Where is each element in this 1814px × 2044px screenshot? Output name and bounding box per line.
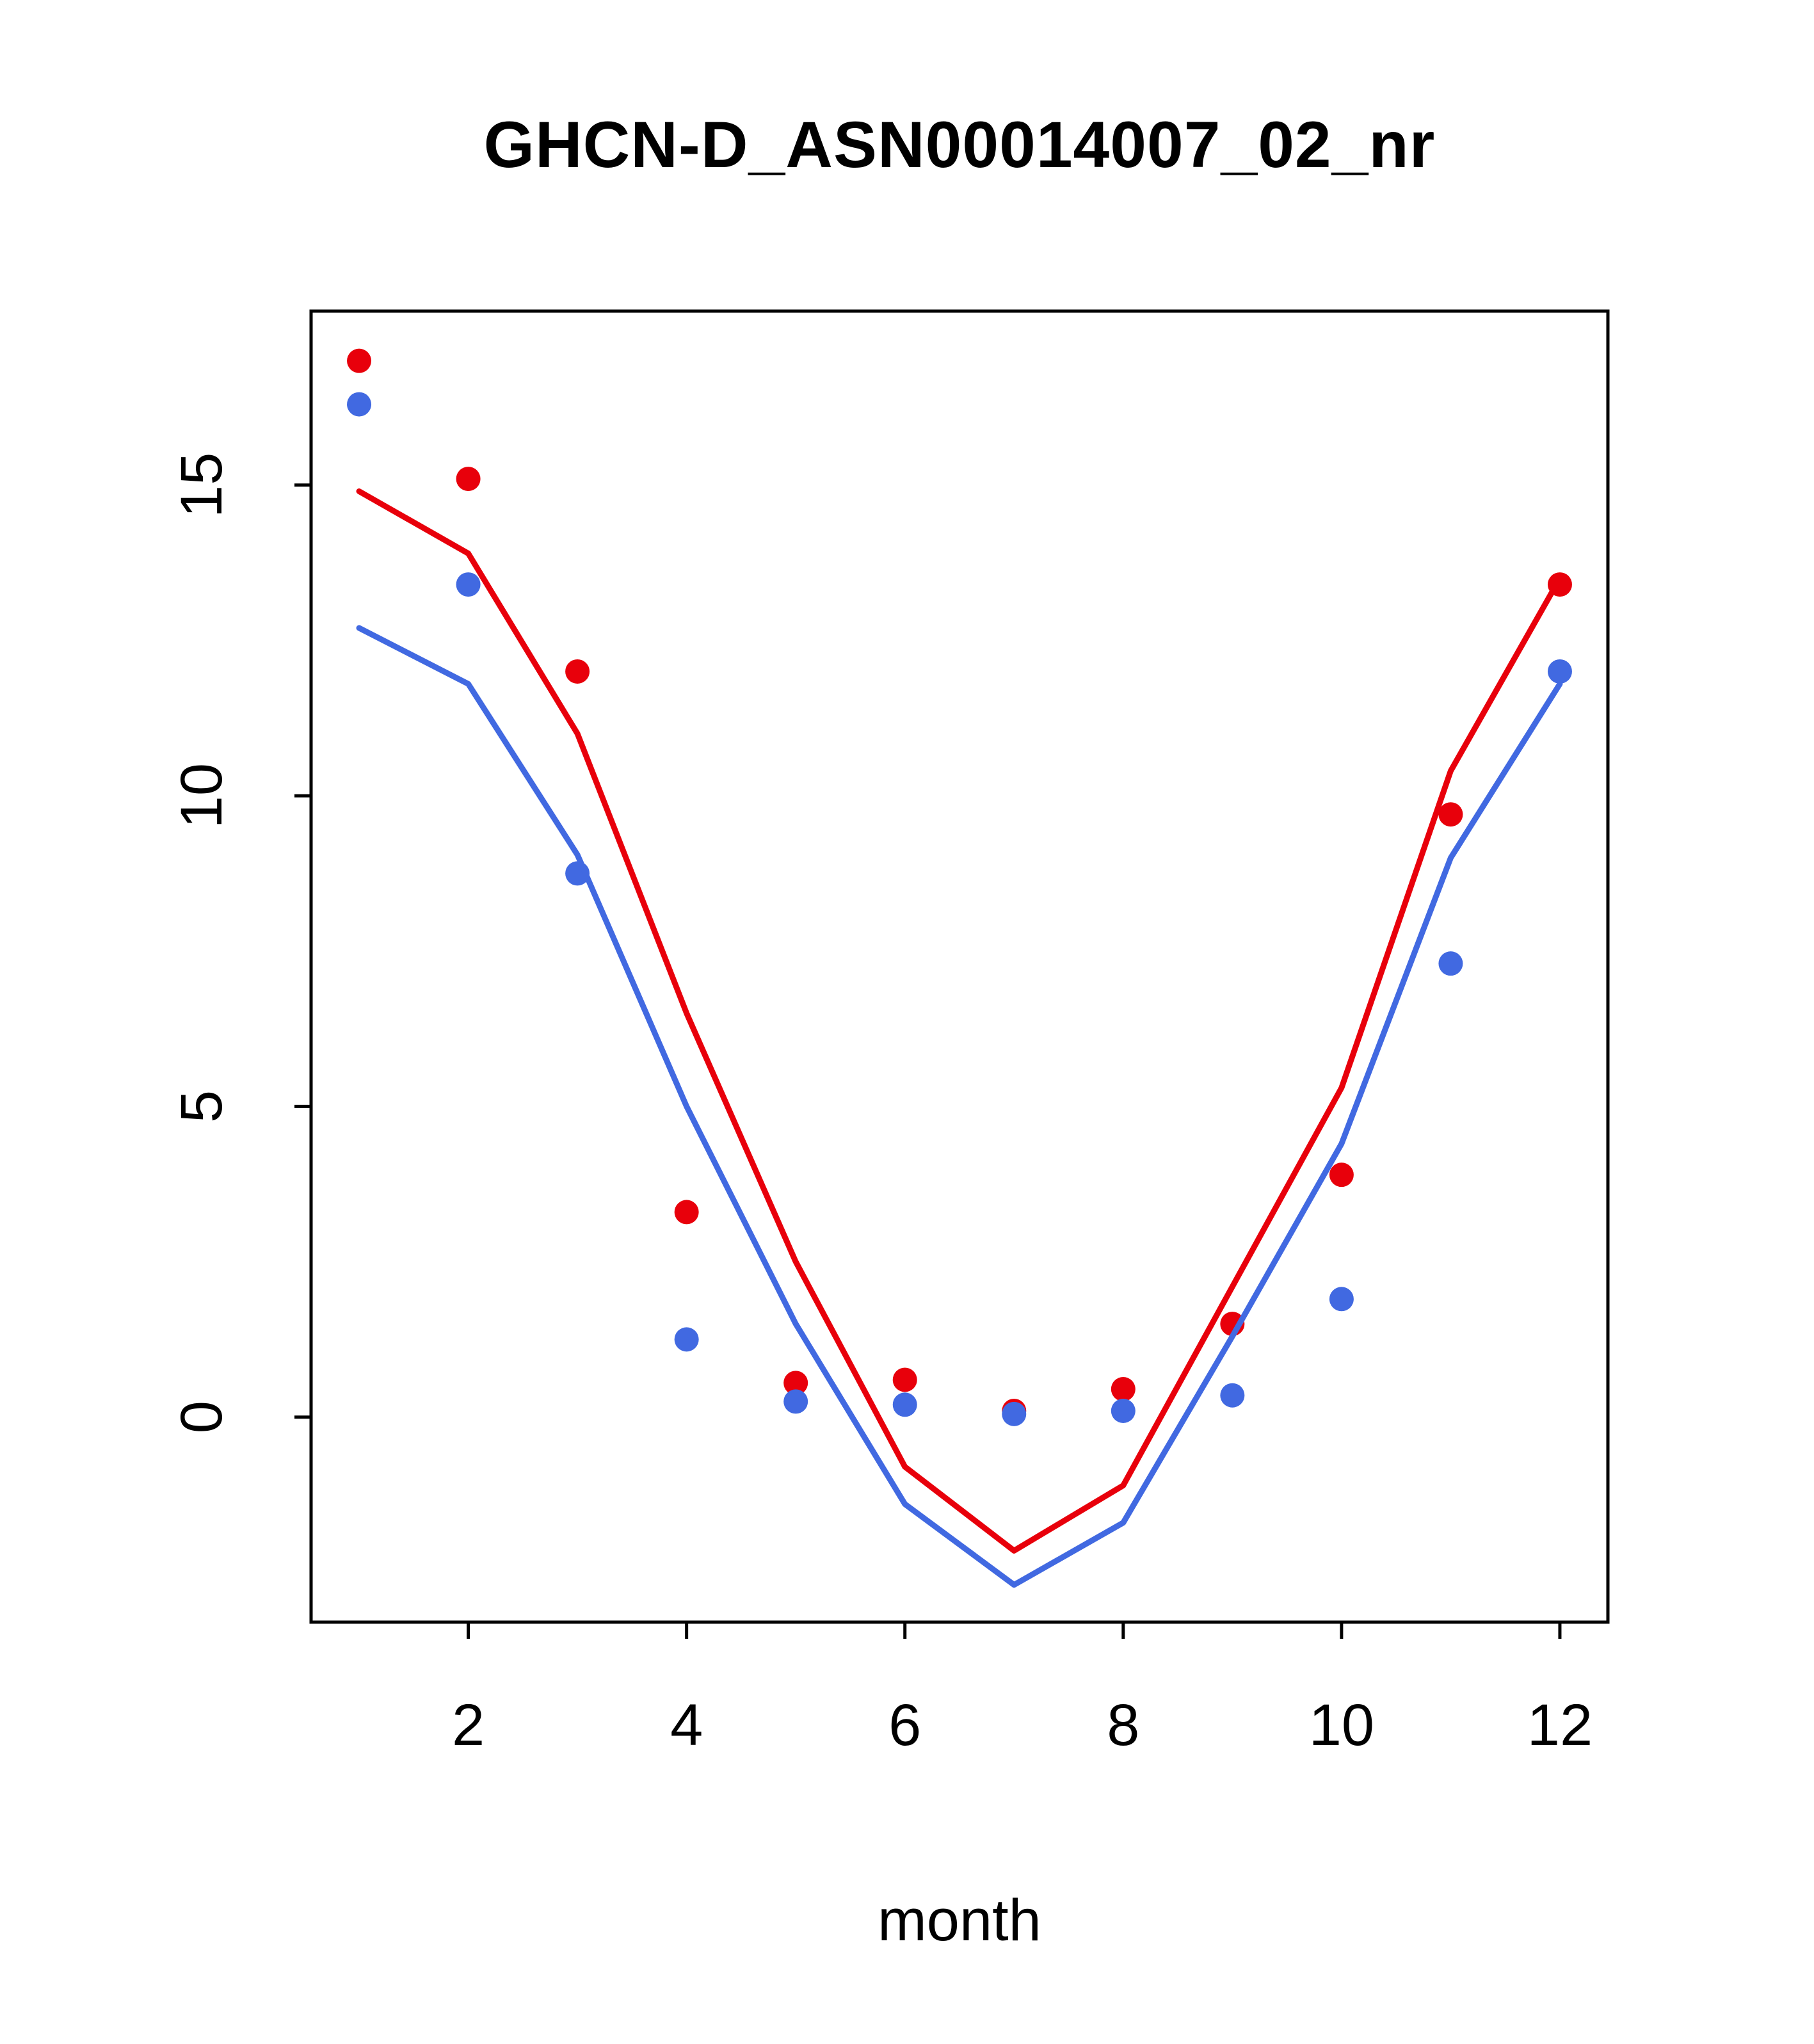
y-tick-label: 15	[169, 453, 234, 518]
red-points-marker	[1329, 1163, 1354, 1187]
x-tick-label: 6	[888, 1693, 921, 1758]
red-line	[356, 488, 1563, 1554]
x-tick-label: 8	[1107, 1693, 1139, 1758]
blue-points-marker	[892, 1392, 917, 1417]
x-tick-label: 12	[1527, 1693, 1593, 1758]
blue-points-marker	[1438, 951, 1463, 976]
red-points-marker	[565, 659, 590, 684]
y-tick-label: 5	[169, 1090, 234, 1123]
blue-points-marker	[347, 392, 372, 417]
plot-border	[309, 309, 1610, 1624]
y-tick-label: 10	[169, 763, 234, 828]
blue-points-marker	[1002, 1401, 1027, 1426]
blue-points-marker	[1547, 659, 1572, 684]
x-tick-label: 4	[670, 1693, 703, 1758]
red-points-marker	[783, 1371, 808, 1396]
blue-points-marker	[1111, 1398, 1136, 1423]
x-tick-label: 2	[452, 1693, 485, 1758]
red-points-marker	[892, 1367, 917, 1392]
x-axis-label: month	[878, 1888, 1041, 1953]
blue-line	[356, 625, 1563, 1588]
y-tick-label: 0	[169, 1401, 234, 1433]
red-points-marker	[1438, 802, 1463, 827]
red-points-marker	[456, 467, 481, 492]
red-points-marker	[347, 348, 372, 373]
blue-points-marker	[1329, 1287, 1354, 1312]
blue-points-marker	[783, 1389, 808, 1414]
red-points-marker	[1111, 1377, 1136, 1402]
blue-points-marker	[1220, 1383, 1245, 1408]
blue-points-marker	[674, 1327, 699, 1352]
red-points-marker	[674, 1200, 699, 1225]
chart-title: GHCN-D_ASN00014007_02_nr	[483, 108, 1436, 181]
blue-points-marker	[456, 572, 481, 597]
x-tick-label: 10	[1309, 1693, 1374, 1758]
